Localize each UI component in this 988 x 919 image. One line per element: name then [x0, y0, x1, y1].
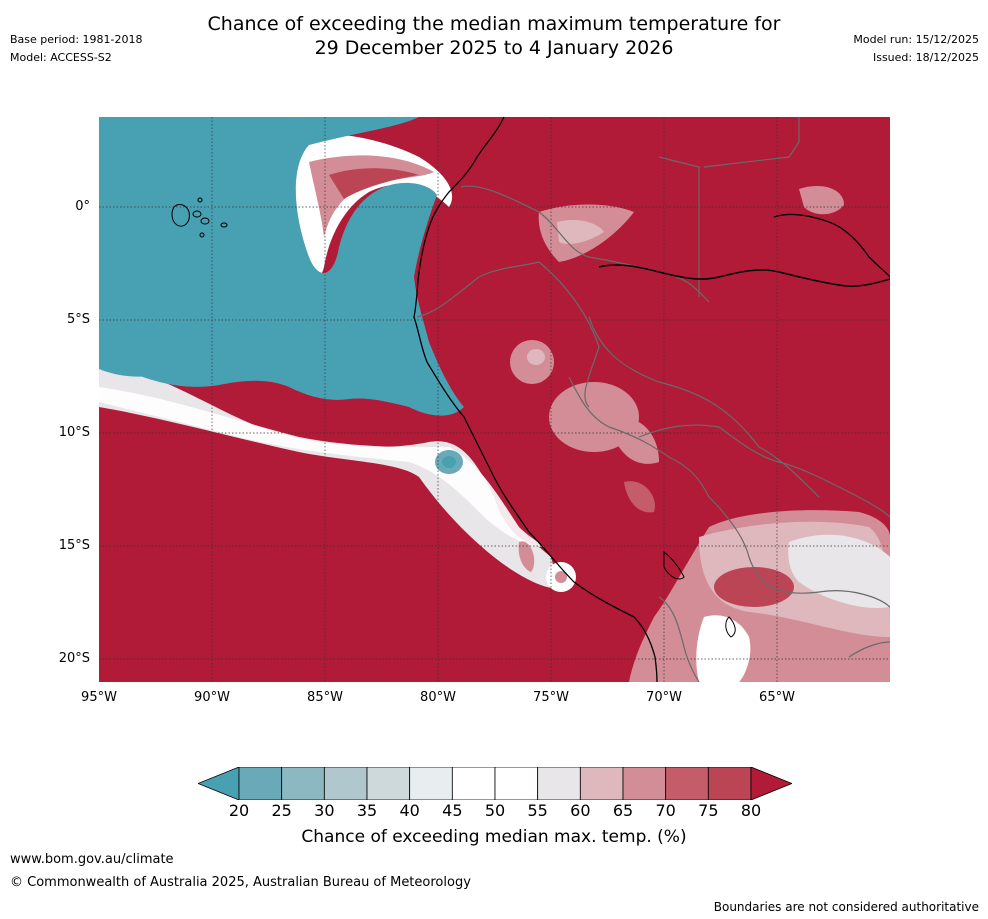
colorbar-tick-label: 50 — [484, 801, 506, 820]
lat-label-1: 5°S — [66, 312, 90, 327]
lat-label-4: 20°S — [58, 651, 90, 666]
map-panel — [99, 117, 890, 682]
colorbar-segment — [537, 767, 581, 800]
colorbar-segment — [494, 767, 539, 800]
country-borders — [416, 117, 890, 682]
issued-date: Issued: 18/12/2025 — [872, 51, 979, 64]
colorbar-segment — [366, 767, 411, 800]
colorbar-tick-label: 65 — [612, 801, 634, 820]
lon-label-2: 85°W — [307, 690, 343, 705]
colorbar-segment — [238, 767, 283, 800]
colorbar-tick-label: 25 — [271, 801, 292, 820]
base-period: Base period: 1981-2018 — [10, 33, 143, 46]
colorbar-tick-label: 60 — [570, 801, 591, 820]
graticule — [99, 117, 890, 682]
colorbar-segment — [451, 767, 496, 800]
colorbar-tick-label: 70 — [655, 801, 676, 820]
colorbar-tick-label: 35 — [356, 801, 378, 820]
model-name: Model: ACCESS-S2 — [10, 51, 112, 64]
lon-label-4: 75°W — [533, 690, 569, 705]
colorbar-segment — [622, 767, 667, 800]
lat-label-0: 0° — [75, 199, 90, 214]
colorbar-segment — [665, 767, 709, 800]
colorbar-tick-label: 20 — [228, 801, 250, 820]
lon-label-1: 90°W — [194, 690, 230, 705]
colorbar-segment — [323, 767, 368, 800]
title-line-2: 29 December 2025 to 4 January 2026 — [314, 37, 674, 59]
lon-label-0: 95°W — [81, 690, 117, 705]
colorbar-tick-label: 55 — [527, 801, 548, 820]
colorbar — [198, 767, 792, 800]
map-title: Chance of exceeding the median maximum t… — [0, 12, 988, 60]
colorbar-tick-label: 40 — [399, 801, 420, 820]
colorbar-extend-high — [750, 767, 792, 800]
meta-left: Base period: 1981-2018 Model: ACCESS-S2 — [10, 31, 142, 67]
coastlines — [413, 117, 890, 682]
boundaries-disclaimer: Boundaries are not considered authoritat… — [713, 900, 979, 914]
lon-label-3: 80°W — [420, 690, 456, 705]
colorbar-tick-label: 45 — [442, 801, 463, 820]
lon-label-6: 65°W — [759, 690, 795, 705]
lat-label-3: 15°S — [58, 538, 90, 553]
colorbar-segment — [579, 767, 624, 800]
footer-copyright: © Commonwealth of Australia 2025, Austra… — [10, 875, 471, 890]
lon-label-5: 70°W — [646, 690, 682, 705]
colorbar-label: Chance of exceeding median max. temp. (%… — [301, 827, 687, 847]
colorbar-extend-low — [198, 767, 240, 800]
meta-right: Model run: 15/12/2025 Issued: 18/12/2025 — [853, 31, 979, 67]
colorbar-tick-label: 30 — [314, 801, 335, 820]
title-line-1: Chance of exceeding the median maximum t… — [207, 13, 781, 35]
ocean-below-median-west — [99, 117, 364, 377]
model-run: Model run: 15/12/2025 — [853, 33, 979, 46]
galapagos-islands-outline — [171, 197, 228, 238]
colorbar-segment — [281, 767, 325, 800]
colorbar-tick-label: 80 — [740, 801, 762, 820]
colorbar-segment — [707, 767, 752, 800]
lat-label-2: 10°S — [58, 425, 90, 440]
ocean-transition-band — [99, 133, 559, 588]
colorbar-segment — [409, 767, 453, 800]
colorbar-tick-label: 75 — [698, 801, 719, 820]
footer-url[interactable]: www.bom.gov.au/climate — [10, 852, 174, 867]
